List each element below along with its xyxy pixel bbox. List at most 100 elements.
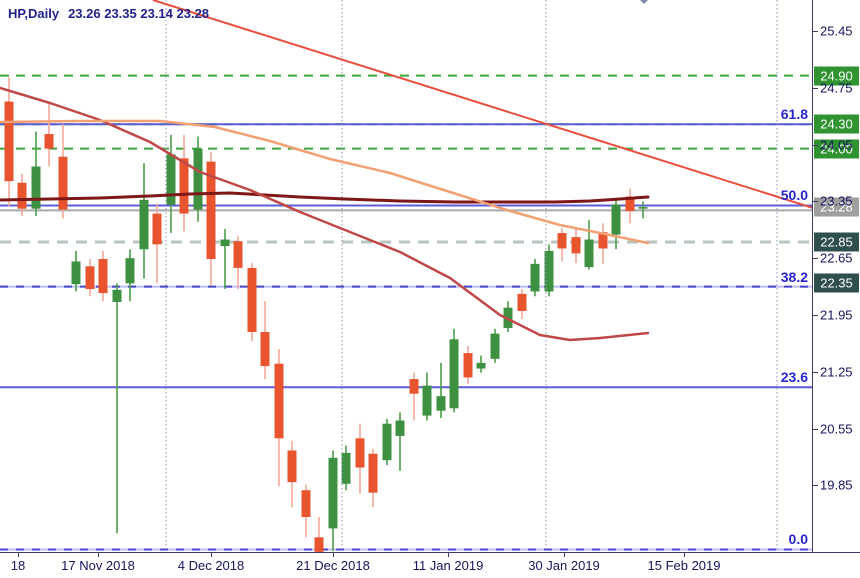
price-chart[interactable] — [0, 0, 813, 552]
bear-candle — [274, 363, 284, 439]
price-tick — [813, 371, 818, 373]
level-price-badge: 24.00 — [814, 139, 859, 159]
date-tick — [211, 553, 212, 557]
bull-candle — [71, 261, 81, 285]
bear-candle — [355, 438, 365, 468]
date-tick — [564, 553, 565, 557]
bull-candle — [341, 452, 351, 484]
price-tick — [813, 314, 818, 316]
bull-candle — [544, 250, 554, 292]
fib-level-label: 0.0 — [788, 531, 808, 548]
bull-candle — [139, 199, 149, 250]
bear-candle — [206, 161, 216, 260]
bull-candle — [112, 289, 122, 303]
bull-candle — [31, 166, 41, 209]
ohlc-values: 23.26 23.35 23.14 23.28 — [68, 6, 210, 21]
price-tick-label: 21.95 — [820, 307, 853, 323]
bear-candle — [557, 233, 567, 249]
bear-candle — [98, 259, 108, 294]
price-tick — [813, 31, 818, 32]
date-label: 30 Jan 2019 — [528, 558, 600, 573]
price-tick-label: 24.05 — [820, 137, 853, 153]
fib-level-label: 23.6 — [780, 369, 808, 386]
fib-level-label: 61.8 — [780, 106, 808, 123]
level-price-badge: 24.30 — [814, 114, 859, 134]
symbol-title: HP,Daily 23.26 23.35 23.14 23.28 — [8, 6, 209, 21]
fib-level-label: 38.2 — [780, 268, 808, 285]
candles — [4, 77, 648, 552]
price-tick-label: 19.85 — [820, 477, 853, 493]
horizontal-lines[interactable] — [0, 74, 813, 244]
bull-candle — [584, 239, 594, 268]
price-tick-label: 24.75 — [820, 80, 853, 96]
fibonacci-retracement[interactable] — [0, 123, 813, 551]
bull-candle — [382, 423, 392, 461]
bull-candle — [395, 420, 405, 436]
price-tick — [813, 258, 818, 260]
bear-candle — [409, 379, 419, 394]
bull-candle — [422, 385, 432, 416]
bull-candle — [193, 148, 203, 210]
date-label: 11 Jan 2019 — [412, 558, 484, 573]
bull-candle — [611, 204, 621, 235]
date-tick — [18, 553, 19, 557]
bull-candle — [490, 333, 500, 359]
price-tick-label: 22.65 — [820, 250, 853, 266]
bull-candle — [449, 339, 459, 409]
bear-candle — [260, 332, 270, 367]
ma-slow-line[interactable] — [0, 191, 650, 204]
bear-candle — [4, 101, 14, 182]
bear-candle — [598, 232, 608, 249]
price-tick-label: 25.45 — [820, 23, 853, 39]
price-tick-label: 21.25 — [820, 364, 853, 380]
bull-candle — [476, 362, 486, 369]
price-tick — [813, 144, 818, 146]
bear-candle — [17, 182, 27, 209]
date-label: 4 Dec 2018 — [177, 558, 245, 573]
bear-candle — [58, 156, 68, 210]
bear-candle — [287, 450, 297, 483]
bull-candle — [220, 239, 230, 247]
price-tick — [813, 428, 818, 430]
date-label: 21 Dec 2018 — [296, 558, 370, 573]
price-tick — [813, 201, 818, 203]
bear-candle — [301, 490, 311, 518]
bear-candle — [314, 537, 324, 552]
price-tick-label: 23.35 — [820, 193, 853, 209]
bear-candle — [463, 353, 473, 378]
ma-mid-line[interactable] — [0, 86, 650, 342]
date-tick — [448, 553, 449, 557]
bear-candle — [368, 453, 378, 493]
bear-candle — [179, 158, 189, 214]
level-price-badge: 22.85 — [814, 232, 859, 252]
symbol-period-label: HP,Daily — [8, 6, 60, 21]
date-tick — [98, 553, 99, 557]
bull-candle — [436, 396, 446, 411]
bull-candle — [125, 258, 135, 284]
ma-fast-line[interactable] — [0, 119, 650, 245]
time-axis[interactable]: 18 17 Nov 2018 4 Dec 2018 21 Dec 2018 11 Jan… — [0, 552, 860, 578]
level-price-badge: 24.90 — [814, 66, 859, 86]
price-axis[interactable]: 24.90 24.30 24.00 23.28 22.85 22.35 25.45 24.75… — [813, 0, 860, 552]
bear-candle — [152, 213, 162, 245]
level-price-badge: 22.35 — [814, 273, 859, 293]
chart-area[interactable]: HP,Daily 23.26 23.35 23.14 23.28 61.8 50.0… — [0, 0, 813, 552]
down-arrow-marker[interactable] — [637, 0, 651, 4]
descending-trendline[interactable] — [152, 0, 813, 209]
date-tick — [333, 553, 334, 557]
bear-candle — [571, 237, 581, 254]
fib-level-label: 50.0 — [780, 187, 808, 204]
date-label: 18 — [10, 558, 26, 573]
price-tick — [813, 87, 818, 89]
bear-candle — [233, 241, 243, 268]
bull-candle — [638, 207, 648, 209]
current-price-price-badge: 23.28 — [814, 197, 859, 217]
bull-candle — [166, 154, 176, 205]
price-tick — [813, 485, 818, 487]
bull-candle — [328, 457, 338, 529]
price-tick-label: 20.55 — [820, 421, 853, 437]
date-label: 17 Nov 2018 — [61, 558, 135, 573]
bull-candle — [530, 263, 540, 292]
bear-candle — [517, 293, 527, 311]
